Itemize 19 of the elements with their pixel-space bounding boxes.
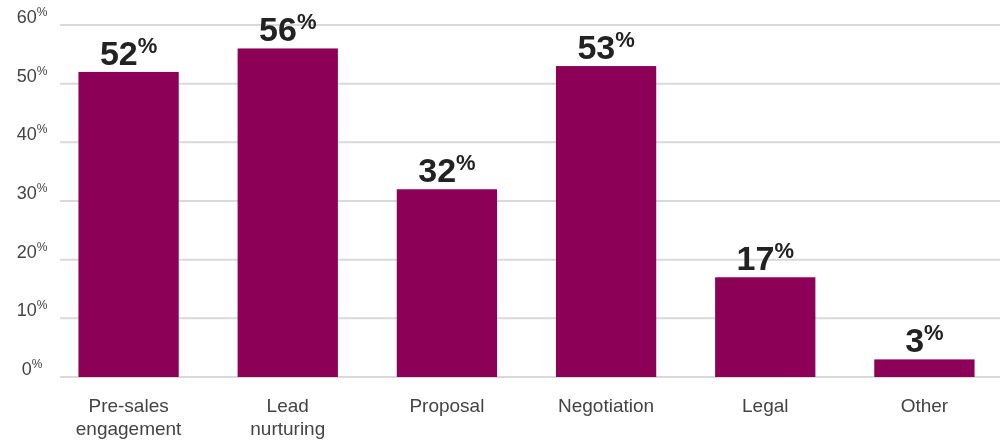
data-label: 17$^{%}$: [736, 237, 794, 278]
y-tick-label: 30$^{%}$: [16, 181, 48, 203]
y-tick-label: 10$^{%}$: [16, 298, 48, 321]
data-label: 3$^{%}$: [905, 319, 944, 360]
data-label: 52$^{%}$: [99, 32, 158, 72]
y-tick-label: 60$^{%}$: [16, 5, 48, 27]
x-tick-label: Lead nurturing: [250, 395, 326, 439]
y-tick-label: 0$^{%}$: [21, 357, 43, 379]
data-label: 32$^{%}$: [418, 149, 476, 190]
x-tick-label: Negotiation: [558, 395, 655, 416]
x-tick-label: Pre-sales engagement: [75, 395, 183, 439]
y-tick-label: 40$^{%}$: [16, 122, 48, 145]
x-tick-label: Proposal: [409, 395, 485, 416]
y-tick-label: 20$^{%}$: [16, 239, 48, 262]
x-tick-label: Legal: [742, 395, 789, 416]
x-tick-label: Other: [900, 395, 949, 416]
data-label: 56$^{%}$: [259, 8, 317, 49]
y-tick-label: 50$^{%}$: [16, 63, 48, 86]
data-label: 53$^{%}$: [577, 26, 635, 67]
